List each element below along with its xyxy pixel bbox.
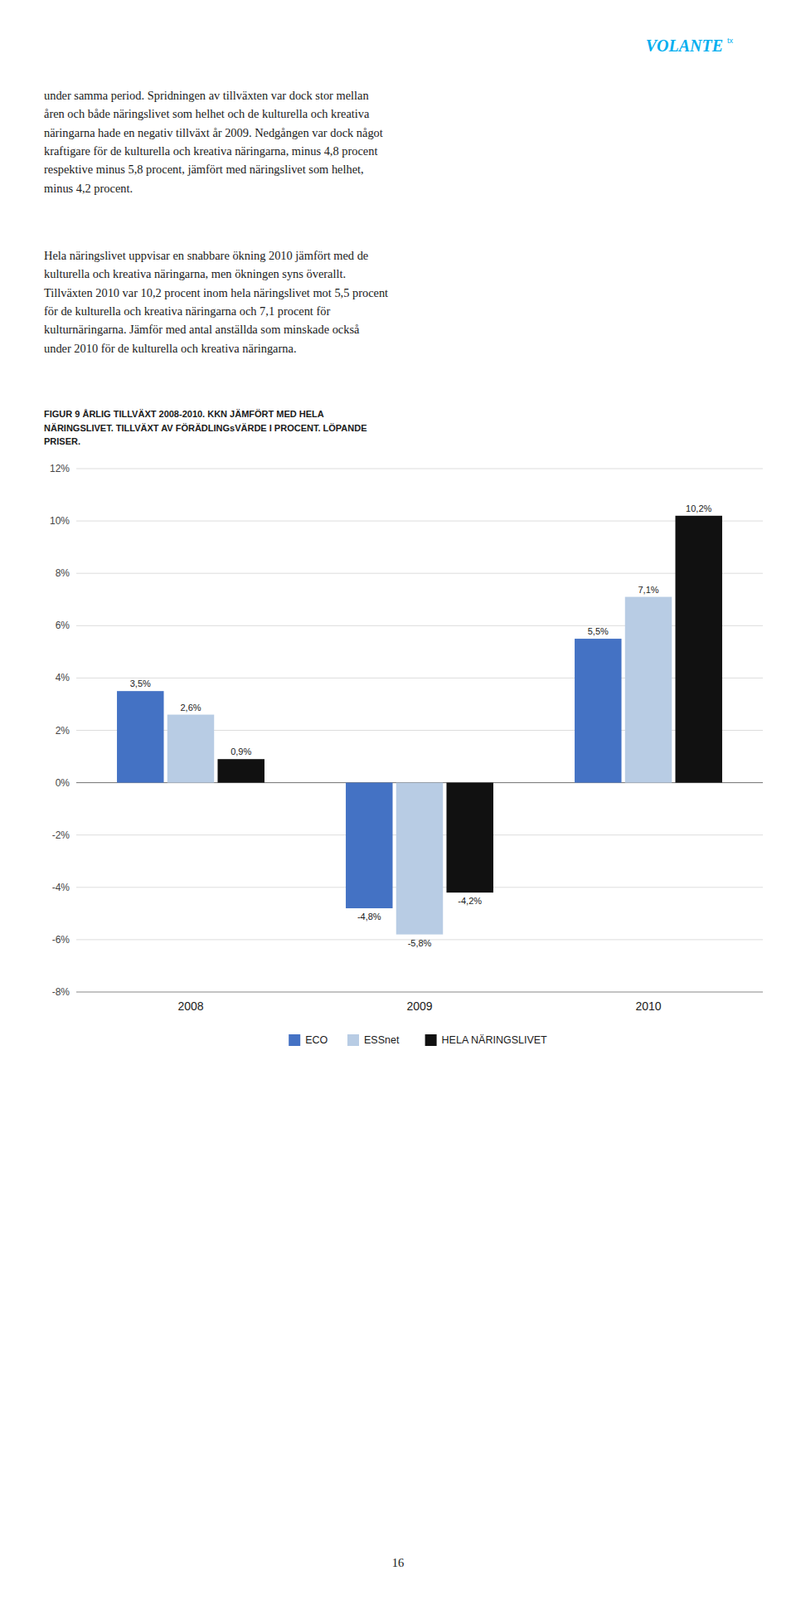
grid-line [76, 468, 763, 470]
y-axis: -8% -6% -4% -2% 0% 2% 4% 6% 8% 10% 12% [49, 462, 763, 998]
bar [446, 782, 493, 894]
x-tick-label: 2010 [635, 999, 661, 1013]
data-label: -4,8% [357, 911, 382, 922]
x-axis-line [76, 991, 763, 993]
background [0, 0, 796, 1600]
data-label: 5,5% [587, 626, 609, 636]
body-text: respektive minus 5,8 procent, jämfört me… [43, 162, 365, 176]
bar [345, 782, 393, 908]
body-text: Hela näringslivet uppvisar en snabbare ö… [43, 248, 369, 263]
bar [574, 638, 622, 783]
data-label: -4,2% [457, 895, 482, 906]
body-text: kulturnäringarna. Jämför med antal anstä… [43, 322, 360, 336]
y-tick-label: 6% [55, 619, 71, 631]
legend-swatch [425, 1033, 437, 1046]
y-tick-label: -4% [52, 881, 71, 894]
bar [674, 515, 722, 783]
legend-label: ECO [305, 1033, 328, 1046]
y-tick-label: -8% [52, 985, 71, 998]
chart-title: FIGUR 9 ÅRLIG TILLVÄXT 2008-2010. KKN JÄ… [43, 408, 368, 447]
data-label: 7,1% [637, 584, 659, 595]
body-text: under samma period. Spridningen av tillv… [43, 88, 369, 102]
body-text: kraftigare för de kulturella och kreativ… [43, 144, 378, 158]
bars [116, 515, 723, 935]
legend-label: HELA NÄRINGSLIVET [441, 1033, 548, 1046]
body-text: kulturella och kreativa näringarna, men … [43, 266, 346, 281]
y-tick-label: 8% [55, 567, 71, 579]
y-tick-label: -2% [52, 829, 71, 841]
logo-sup: tx [727, 36, 734, 45]
data-label: 2,6% [179, 702, 201, 713]
page-number: 16 [392, 1555, 405, 1569]
body-text: under 2010 för de kulturella och kreativ… [43, 341, 297, 355]
grid-line [76, 991, 763, 993]
page: VOLANTEtx under samma period. Spridningen… [0, 0, 796, 1600]
y-tick-label: 10% [49, 514, 70, 527]
data-label: 0,9% [230, 746, 252, 757]
bar [396, 782, 443, 935]
body-text: minus 4,2 procent. [43, 181, 133, 195]
x-tick-label: 2009 [406, 999, 432, 1013]
data-label: -5,8% [407, 937, 432, 948]
legend: ECO ESSnet HELA NÄRINGSLIVET [288, 1033, 548, 1046]
x-tick-label: 2008 [177, 999, 204, 1013]
y-tick-label: 2% [55, 724, 71, 737]
logo: VOLANTE [645, 36, 724, 55]
body-text: åren och både näringslivet som helhet oc… [43, 106, 370, 121]
legend-swatch [347, 1033, 360, 1046]
legend-swatch [288, 1033, 301, 1046]
y-tick-label: 0% [55, 776, 71, 789]
y-tick-label: 4% [55, 671, 71, 684]
bar [217, 758, 264, 782]
bar [116, 690, 164, 782]
legend-label: ESSnet [364, 1033, 400, 1046]
body-text: för de kulturella och kreativa näringarn… [43, 304, 331, 318]
data-labels: 3,5% -4,8% 5,5% 2,6% -5,8% 7,1% 0,9% -4,2% 10,2% [130, 503, 713, 948]
data-label: 3,5% [130, 678, 151, 689]
y-tick-label: 12% [49, 462, 70, 475]
grid-line [76, 520, 763, 522]
body-text: näringarna hade en negativ tillväxt år 2… [43, 126, 384, 140]
y-tick-label: -6% [52, 933, 71, 946]
bar [167, 714, 214, 783]
grid-line [76, 572, 763, 574]
body-text: Tillväxten 2010 var 10,2 procent inom he… [43, 286, 389, 300]
bar [625, 597, 672, 783]
data-label: 10,2% [685, 503, 712, 514]
